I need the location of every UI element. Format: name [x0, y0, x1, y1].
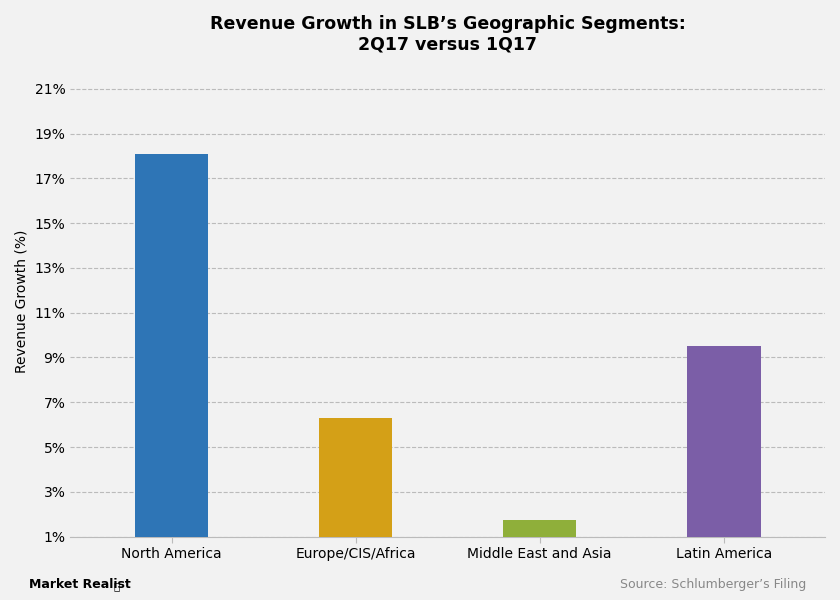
Text: Market Realist: Market Realist [29, 578, 131, 591]
Bar [503, 520, 576, 536]
Bar [134, 154, 208, 536]
Text: Ⓡ: Ⓡ [113, 581, 119, 591]
Bar [319, 418, 392, 536]
Text: Source: Schlumberger’s Filing: Source: Schlumberger’s Filing [620, 578, 806, 591]
Y-axis label: Revenue Growth (%): Revenue Growth (%) [15, 230, 29, 373]
Title: Revenue Growth in SLB’s Geographic Segments:
2Q17 versus 1Q17: Revenue Growth in SLB’s Geographic Segme… [210, 15, 685, 54]
Bar [687, 346, 760, 536]
